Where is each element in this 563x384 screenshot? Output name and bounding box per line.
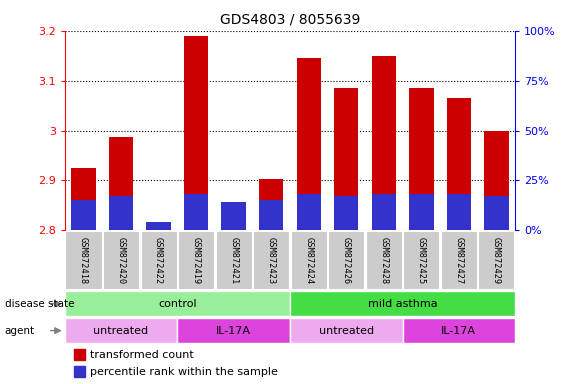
Bar (221, 208, 246, 230)
Text: GSM872423: GSM872423 (267, 237, 276, 284)
Bar (409, 194, 434, 230)
Bar (253, 231, 289, 289)
Bar (297, 194, 321, 230)
Text: GSM872418: GSM872418 (79, 237, 88, 284)
Bar (72, 200, 96, 230)
Text: GSM872428: GSM872428 (379, 237, 388, 284)
Bar (334, 88, 359, 230)
Bar (403, 318, 515, 343)
Bar (409, 88, 434, 230)
Bar (65, 291, 290, 316)
Bar (290, 291, 515, 316)
Bar (146, 228, 171, 230)
Bar (291, 231, 327, 289)
Bar (177, 318, 290, 343)
Bar (297, 58, 321, 230)
Text: untreated: untreated (319, 326, 374, 336)
Bar (484, 131, 508, 230)
Text: IL-17A: IL-17A (216, 326, 251, 336)
Bar (446, 98, 471, 230)
Bar (216, 231, 252, 289)
Text: transformed count: transformed count (90, 349, 193, 359)
Bar (109, 137, 133, 230)
Text: GSM872427: GSM872427 (454, 237, 463, 284)
Bar (290, 318, 403, 343)
Bar (403, 231, 439, 289)
Text: GSM872424: GSM872424 (304, 237, 313, 284)
Text: agent: agent (5, 326, 35, 336)
Bar (366, 231, 402, 289)
Text: GSM872422: GSM872422 (154, 237, 163, 284)
Bar (103, 231, 139, 289)
Bar (372, 194, 396, 230)
Text: untreated: untreated (93, 326, 149, 336)
Bar (74, 366, 85, 377)
Text: IL-17A: IL-17A (441, 326, 476, 336)
Bar (65, 231, 101, 289)
Bar (141, 231, 177, 289)
Bar (334, 197, 359, 230)
Bar (184, 194, 208, 230)
Bar (178, 231, 214, 289)
Bar (221, 202, 246, 230)
Bar (109, 197, 133, 230)
Text: GSM872421: GSM872421 (229, 237, 238, 284)
Title: GDS4803 / 8055639: GDS4803 / 8055639 (220, 13, 360, 27)
Bar (446, 194, 471, 230)
Bar (259, 179, 283, 230)
Text: percentile rank within the sample: percentile rank within the sample (90, 367, 278, 377)
Bar (74, 349, 85, 360)
Text: mild asthma: mild asthma (368, 299, 437, 309)
Text: GSM872420: GSM872420 (117, 237, 126, 284)
Text: GSM872425: GSM872425 (417, 237, 426, 284)
Bar (65, 318, 177, 343)
Bar (441, 231, 477, 289)
Bar (372, 56, 396, 230)
Text: GSM872426: GSM872426 (342, 237, 351, 284)
Text: disease state: disease state (5, 299, 74, 309)
Bar (146, 222, 171, 230)
Bar (72, 168, 96, 230)
Text: control: control (158, 299, 196, 309)
Text: GSM872419: GSM872419 (191, 237, 200, 284)
Bar (184, 36, 208, 230)
Bar (479, 231, 515, 289)
Bar (484, 197, 508, 230)
Text: GSM872429: GSM872429 (492, 237, 501, 284)
Bar (328, 231, 364, 289)
Bar (259, 200, 283, 230)
